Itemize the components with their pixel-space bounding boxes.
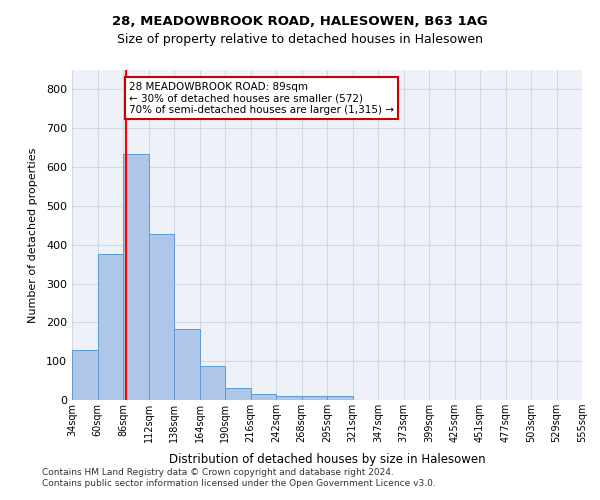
- Bar: [72, 350, 97, 400]
- Bar: [174, 329, 200, 400]
- Text: 28, MEADOWBROOK ROAD, HALESOWEN, B63 1AG: 28, MEADOWBROOK ROAD, HALESOWEN, B63 1AG: [112, 15, 488, 28]
- Bar: [302, 396, 327, 400]
- Bar: [97, 254, 123, 400]
- Bar: [327, 396, 353, 400]
- Bar: [123, 154, 149, 400]
- Bar: [149, 234, 174, 400]
- Bar: [251, 394, 276, 400]
- Bar: [200, 366, 225, 400]
- Text: 28 MEADOWBROOK ROAD: 89sqm
← 30% of detached houses are smaller (572)
70% of sem: 28 MEADOWBROOK ROAD: 89sqm ← 30% of deta…: [129, 82, 394, 115]
- Y-axis label: Number of detached properties: Number of detached properties: [28, 148, 38, 322]
- Bar: [276, 396, 302, 400]
- Text: Size of property relative to detached houses in Halesowen: Size of property relative to detached ho…: [117, 32, 483, 46]
- Bar: [225, 388, 251, 400]
- Text: Contains HM Land Registry data © Crown copyright and database right 2024.
Contai: Contains HM Land Registry data © Crown c…: [42, 468, 436, 487]
- X-axis label: Distribution of detached houses by size in Halesowen: Distribution of detached houses by size …: [169, 454, 485, 466]
